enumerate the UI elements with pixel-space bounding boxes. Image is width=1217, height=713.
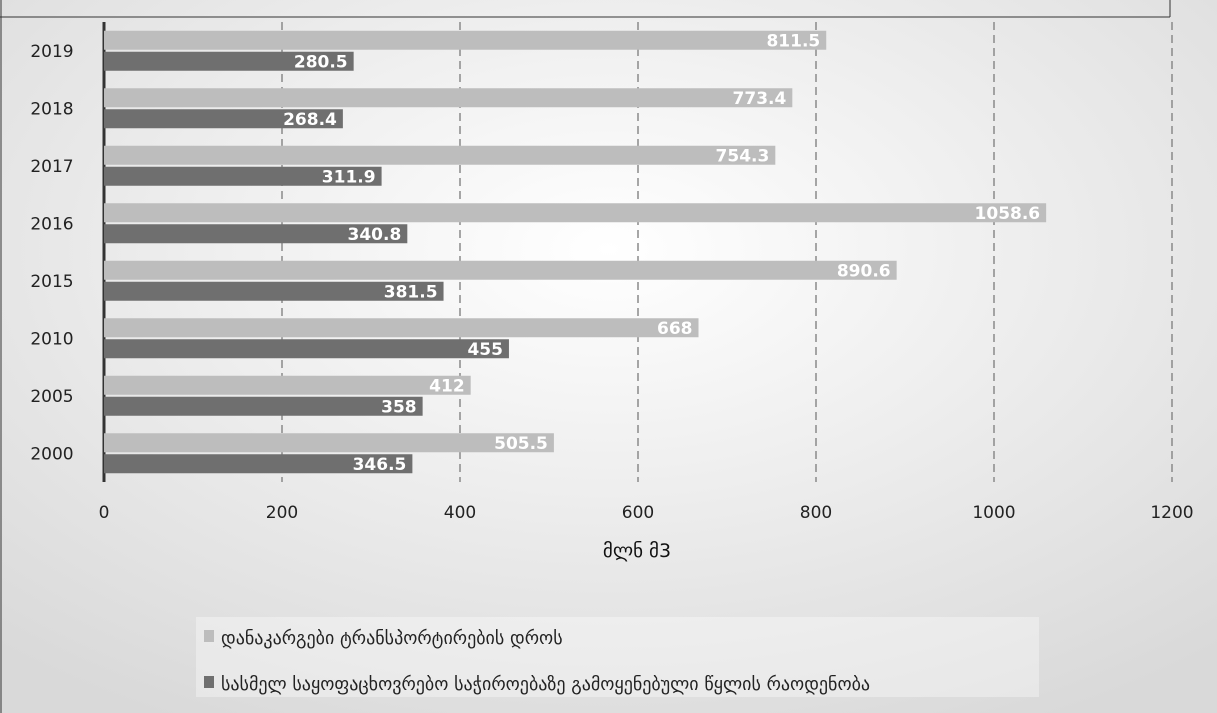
x-tick-label: 0 (99, 503, 110, 523)
data-label: 412 (429, 376, 465, 396)
data-label: 340.8 (348, 225, 402, 245)
data-label: 811.5 (766, 31, 820, 51)
bar-drinking-water (104, 224, 408, 244)
bar-losses (104, 203, 1047, 223)
bar-drinking-water (104, 166, 382, 186)
bar-drinking-water (104, 281, 444, 301)
data-label: 346.5 (353, 455, 407, 475)
bar-losses (104, 88, 793, 108)
legend-swatch-losses (204, 630, 214, 642)
bar-losses (104, 318, 699, 338)
data-label: 754.3 (716, 146, 770, 166)
legend-label-drinking-water: სასმელ საყოფაცხოვრებო საჭიროებაზე გამოყე… (221, 674, 870, 695)
bar-drinking-water (104, 51, 354, 71)
x-tick-label: 600 (622, 503, 654, 523)
x-tick-label: 200 (266, 503, 298, 523)
data-label: 268.4 (283, 110, 337, 130)
y-tick-label: 2005 (30, 387, 73, 407)
data-label: 358 (381, 397, 417, 417)
y-tick-label: 2018 (30, 99, 73, 119)
data-label: 773.4 (733, 89, 787, 109)
legend-label-losses: დანაკარგები ტრანსპორტირების დროს (221, 628, 563, 649)
data-label: 668 (657, 319, 693, 339)
y-tick-label: 2017 (30, 157, 73, 177)
bar-losses (104, 260, 897, 280)
bar-drinking-water (104, 454, 413, 474)
legend: დანაკარგები ტრანსპორტირების დროს სასმელ … (196, 617, 1039, 697)
data-label: 381.5 (384, 282, 438, 302)
y-tick-label: 2015 (30, 272, 73, 292)
x-tick-label: 1000 (972, 503, 1015, 523)
bar-losses (104, 30, 827, 50)
bar-losses (104, 145, 776, 165)
data-label: 1058.6 (975, 204, 1041, 224)
bar-drinking-water (104, 109, 343, 129)
y-tick-label: 2010 (30, 329, 73, 349)
x-tick-label: 1200 (1150, 503, 1193, 523)
data-label: 455 (467, 340, 503, 360)
x-tick-label: 400 (444, 503, 476, 523)
data-label: 890.6 (837, 261, 891, 281)
x-tick-label: 800 (800, 503, 832, 523)
bar-drinking-water (104, 396, 423, 416)
legend-box (196, 617, 1039, 697)
bar-losses (104, 433, 554, 453)
labels: 0 200 400 600 800 1000 1200 2000 505.5 346.5 2005 4… (30, 31, 1193, 523)
y-tick-label: 2016 (30, 214, 73, 234)
y-tick-label: 2000 (30, 444, 73, 464)
data-label: 311.9 (322, 167, 376, 187)
bar-drinking-water (104, 339, 509, 359)
bars (104, 30, 1047, 474)
x-axis-title: მლნ მ3 (603, 540, 671, 562)
y-tick-label: 2019 (30, 42, 73, 62)
data-label: 505.5 (494, 434, 548, 454)
data-label: 280.5 (294, 52, 348, 72)
bar-losses (104, 375, 471, 395)
legend-swatch-drinking-water (204, 676, 214, 688)
